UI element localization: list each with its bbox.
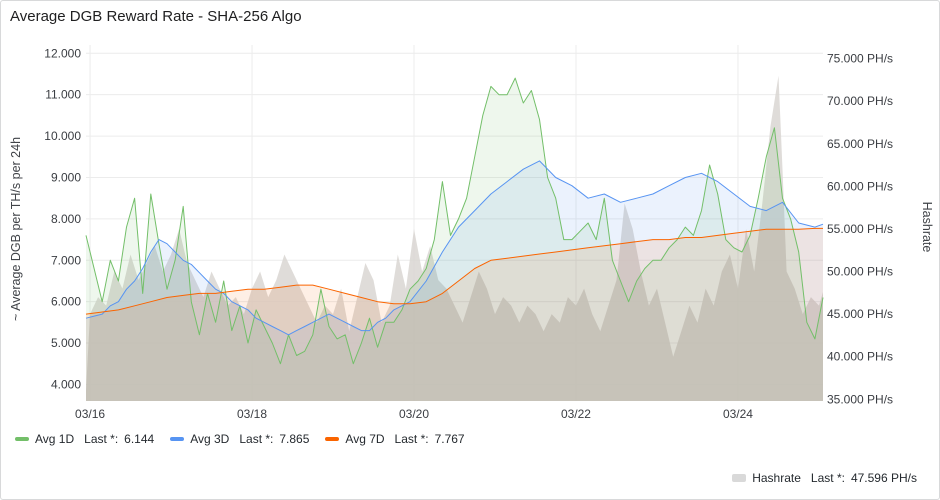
y2-axis-label: Hashrate — [920, 202, 934, 253]
y2-tick-label: 45.000 PH/s — [827, 307, 893, 321]
y-axis-left: 12.000 11.000 10.000 9.000 8.000 7.000 6.000 5.… — [44, 46, 81, 391]
y2-tick-label: 35.000 PH/s — [827, 392, 893, 406]
y2-tick-label: 50.000 PH/s — [827, 265, 893, 279]
y2-tick-label: 65.000 PH/s — [827, 137, 893, 151]
series-lines — [85, 77, 824, 365]
series-area-1 — [86, 160, 823, 401]
legend-right: Hashrate Last *: 47.596 PH/s — [732, 471, 917, 485]
legend-item-avg3d[interactable]: Avg 3D Last *: 7.865 — [170, 432, 309, 446]
y-tick-label: 4.000 — [51, 377, 81, 391]
legend-label: Hashrate — [752, 471, 801, 485]
x-tick-label: 03/20 — [399, 407, 429, 421]
legend-swatch — [325, 437, 340, 441]
series-areas — [86, 75, 823, 401]
y-tick-label: 10.000 — [44, 129, 81, 143]
y-tick-label: 9.000 — [51, 170, 81, 184]
x-tick-label: 03/16 — [75, 407, 105, 421]
legend-swatch — [15, 437, 29, 441]
hashrate-area — [86, 75, 823, 401]
legend-last-value: 47.596 PH/s — [850, 471, 917, 485]
legend-last-label: Last *: — [810, 471, 845, 485]
series-area-2 — [86, 228, 823, 401]
y-tick-label: 11.000 — [45, 88, 81, 102]
legend-swatch — [170, 437, 185, 441]
y-axis-right: 75.000 PH/s 70.000 PH/s 65.000 PH/s 60.000 … — [827, 52, 893, 407]
x-tick-label: 03/22 — [561, 407, 591, 421]
series-line-avg-1d — [85, 77, 824, 365]
y2-tick-label: 60.000 PH/s — [827, 179, 893, 193]
chart-title: Average DGB Reward Rate - SHA-256 Algo — [10, 8, 302, 25]
y2-tick-label: 55.000 PH/s — [827, 222, 893, 236]
series-area-0 — [86, 78, 823, 401]
legend-label: Avg 3D — [190, 432, 230, 446]
chart-svg[interactable]: 12.000 11.000 10.000 9.000 8.000 7.000 6.000 5.… — [1, 1, 940, 431]
legend-item-avg7d[interactable]: Avg 7D Last *: 7.767 — [325, 432, 465, 446]
y-tick-label: 6.000 — [51, 295, 81, 309]
y-tick-label: 12.000 — [44, 46, 81, 60]
legend-label: Avg 1D — [35, 432, 75, 446]
legend-item-avg1d[interactable]: Avg 1D Last *: 6.144 — [15, 432, 154, 446]
y-tick-label: 7.000 — [51, 253, 81, 267]
series-line-avg-7d — [85, 227, 823, 315]
x-tick-label: 03/24 — [723, 407, 753, 421]
series-line-avg-3d — [85, 160, 824, 336]
legend-swatch — [732, 474, 747, 482]
legend-last-label: Last *: — [239, 432, 274, 446]
y2-tick-label: 75.000 PH/s — [827, 52, 893, 66]
y-tick-label: 5.000 — [51, 336, 81, 350]
legend-label: Avg 7D — [345, 432, 385, 446]
legend: Avg 1D Last *: 6.144 Avg 3D Last *: 7.86… — [15, 432, 465, 446]
legend-last-value: 7.865 — [279, 432, 310, 446]
x-axis: 03/16 03/18 03/20 03/22 03/24 — [75, 407, 753, 421]
legend-last-label: Last *: — [394, 432, 429, 446]
y2-tick-label: 40.000 PH/s — [827, 350, 893, 364]
legend-last-label: Last *: — [84, 432, 119, 446]
legend-item-hashrate[interactable]: Hashrate Last *: 47.596 PH/s — [732, 471, 917, 485]
x-tick-label: 03/18 — [237, 407, 267, 421]
legend-last-value: 6.144 — [124, 432, 155, 446]
y-axis-label: ~ Average DGB per TH/s per 24h — [9, 137, 23, 321]
y-tick-label: 8.000 — [51, 212, 81, 226]
legend-last-value: 7.767 — [434, 432, 465, 446]
y2-tick-label: 70.000 PH/s — [827, 94, 893, 108]
